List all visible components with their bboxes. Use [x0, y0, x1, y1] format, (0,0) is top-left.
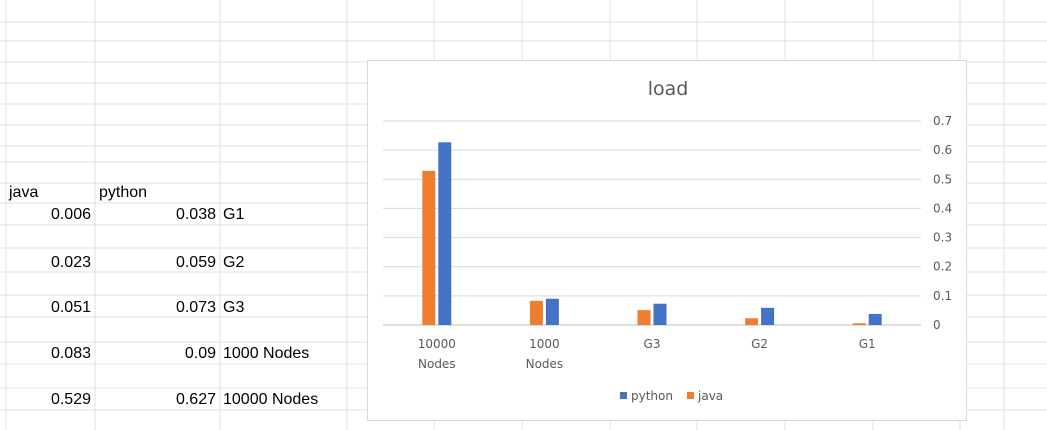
legend-swatch-python [620, 392, 627, 399]
header-java[interactable]: java [9, 184, 39, 201]
bar-python-4 [868, 313, 882, 325]
cell-python-4[interactable]: 0.627 [175, 391, 216, 408]
cell-python-2[interactable]: 0.073 [175, 299, 216, 316]
legend-label-java: java [697, 389, 723, 403]
y-tick-label: 0.3 [933, 231, 952, 245]
bar-java-4 [852, 323, 866, 325]
cell-python-3[interactable]: 0.09 [184, 345, 216, 362]
cell-label-4[interactable]: 10000 Nodes [223, 391, 319, 408]
x-tick-label: Nodes [418, 357, 456, 371]
bar-python-0 [438, 142, 452, 325]
bar-python-1 [545, 298, 559, 325]
cell-java-2[interactable]: 0.051 [50, 299, 91, 316]
chart-panel[interactable]: load 0 0.1 0.2 0.3 0.4 0.5 0.6 0.7 10000 Nodes 1000… [367, 60, 967, 421]
cell-java-4[interactable]: 0.529 [50, 391, 91, 408]
y-tick-label: 0.7 [933, 114, 952, 128]
x-tick-label: G3 [644, 337, 661, 351]
x-tick-label: Nodes [526, 357, 564, 371]
chart-title: load [648, 78, 689, 100]
cell-label-2[interactable]: G3 [223, 299, 245, 316]
bar-java-1 [529, 300, 543, 325]
bar-python-3 [761, 307, 775, 325]
cell-python-1[interactable]: 0.059 [175, 254, 216, 271]
bar-java-0 [422, 170, 436, 325]
cell-label-1[interactable]: G2 [223, 254, 245, 271]
bar-chart: load 0 0.1 0.2 0.3 0.4 0.5 0.6 0.7 10000 Nodes 1000… [383, 78, 952, 403]
x-tick-label: 1000 [529, 337, 560, 351]
x-tick-label: 10000 [418, 337, 456, 351]
cell-java-1[interactable]: 0.023 [50, 254, 91, 271]
x-tick-label: G1 [859, 337, 876, 351]
cell-java-3[interactable]: 0.083 [50, 345, 91, 362]
y-tick-label: 0.4 [933, 201, 952, 215]
y-tick-label: 0.1 [933, 289, 952, 303]
y-tick-label: 0 [933, 318, 941, 332]
bar-java-3 [745, 318, 759, 325]
cell-label-3[interactable]: 1000 Nodes [223, 345, 310, 362]
y-tick-label: 0.6 [933, 143, 952, 157]
legend-label-python: python [631, 389, 673, 403]
y-tick-label: 0.5 [933, 172, 952, 186]
legend-swatch-java [687, 392, 694, 399]
cell-label-0[interactable]: G1 [223, 206, 245, 223]
cell-python-0[interactable]: 0.038 [175, 206, 216, 223]
y-tick-label: 0.2 [933, 260, 952, 274]
header-python[interactable]: python [99, 184, 148, 201]
bar-python-2 [653, 303, 667, 325]
x-tick-label: G2 [751, 337, 768, 351]
cell-java-0[interactable]: 0.006 [50, 206, 91, 223]
bar-java-2 [637, 310, 651, 325]
